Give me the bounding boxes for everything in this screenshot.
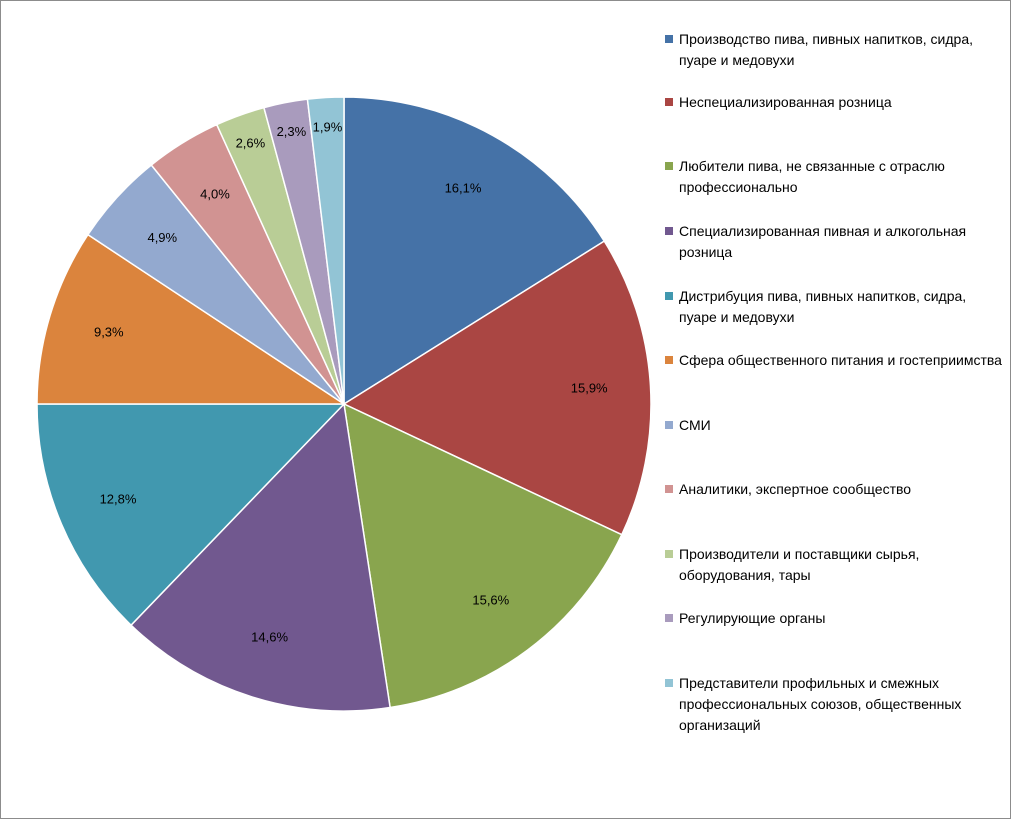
pie-slice [306, 96, 345, 405]
legend-swatch [665, 227, 673, 235]
pie-slice [129, 402, 391, 712]
legend-swatch [665, 35, 673, 43]
legend-label: СМИ [679, 417, 711, 433]
legend-swatch [665, 98, 673, 106]
slice-data-label: 4,0% [200, 186, 230, 201]
pie-slice [343, 96, 606, 406]
legend-swatch [665, 550, 673, 558]
pie-slice [343, 402, 623, 709]
legend-item-unions: Представители профильных и смежных профе… [665, 673, 1005, 736]
slice-data-label: 4,9% [147, 230, 177, 245]
slice-data-label: 15,9% [571, 381, 608, 396]
legend-swatch [665, 356, 673, 364]
slice-data-label: 15,6% [472, 592, 509, 607]
legend-item-nonspecialized-retail: Неспециализированная розница [665, 92, 1005, 113]
legend-item-beer-lovers: Любители пива, не связанные с отраслю пр… [665, 156, 1005, 198]
legend-item-analysts: Аналитики, экспертное сообщество [665, 479, 1005, 500]
legend-swatch [665, 421, 673, 429]
legend-item-regulators: Регулирующие органы [665, 608, 1005, 629]
pie-slice [342, 240, 652, 536]
legend-label: Аналитики, экспертное сообщество [679, 481, 912, 497]
legend-swatch [665, 614, 673, 622]
legend-label: Производители и поставщики сырья, оборуд… [679, 546, 920, 583]
pie-chart: 16,1% 15,9% 15,6% 14,6% 12,8% 9,3% 4,9% 4,0% 2,6… [36, 96, 652, 712]
legend-label: Специализированная пивная и алкогольная … [679, 223, 967, 260]
legend-item-suppliers: Производители и поставщики сырья, оборуд… [665, 544, 1005, 586]
legend-swatch [665, 162, 673, 170]
legend-swatch [665, 292, 673, 300]
legend-label: Дистрибуция пива, пивных напитков, сидра… [679, 288, 967, 325]
legend-label: Производство пива, пивных напитков, сидр… [679, 31, 974, 68]
pie-slice [36, 403, 346, 627]
legend-item-media: СМИ [665, 415, 1005, 436]
slice-data-label: 14,6% [251, 630, 288, 645]
legend-item-specialized-retail: Специализированная пивная и алкогольная … [665, 221, 1005, 263]
slice-data-label: 9,3% [94, 325, 124, 340]
legend-item-distribution: Дистрибуция пива, пивных напитков, сидра… [665, 286, 1005, 328]
slice-data-label: 2,3% [277, 124, 307, 139]
legend-label: Сфера общественного питания и гостеприим… [679, 352, 1002, 368]
legend-swatch [665, 679, 673, 687]
legend-swatch [665, 485, 673, 493]
legend-item-hospitality: Сфера общественного питания и гостеприим… [665, 350, 1005, 371]
legend-label: Представители профильных и смежных профе… [679, 675, 962, 733]
legend-label: Неспециализированная розница [679, 94, 892, 110]
legend-label: Регулирующие органы [679, 610, 826, 626]
legend-label: Любители пива, не связанные с отраслю пр… [679, 158, 945, 195]
slice-data-label: 12,8% [100, 492, 137, 507]
legend-item-beer-production: Производство пива, пивных напитков, сидр… [665, 29, 1005, 71]
slice-data-label: 16,1% [445, 181, 482, 196]
pie-slice [36, 233, 347, 405]
slice-data-label: 1,9% [313, 120, 343, 135]
slice-data-label: 2,6% [236, 135, 266, 150]
